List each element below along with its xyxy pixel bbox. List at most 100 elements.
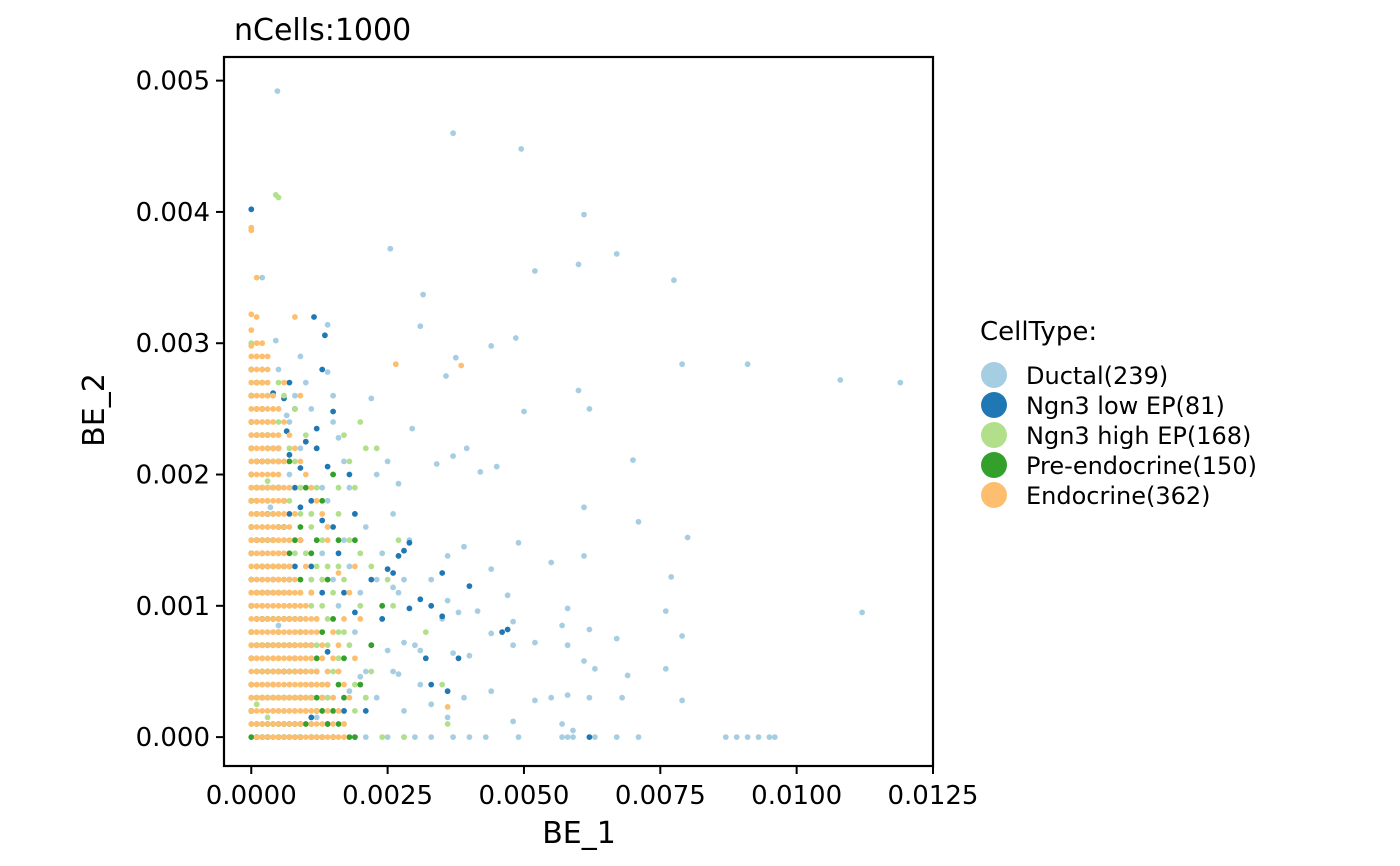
data-point — [352, 609, 358, 616]
data-point — [679, 361, 685, 368]
data-point — [286, 524, 293, 530]
y-tick-label: 0.004 — [136, 198, 210, 228]
data-point — [253, 550, 260, 557]
data-point — [272, 337, 279, 344]
data-point — [387, 245, 394, 252]
data-point — [324, 734, 331, 740]
data-point — [264, 642, 271, 649]
data-point — [308, 602, 315, 609]
legend: CellType: Ductal(239)Ngn3 low EP(81)Ngn3… — [980, 317, 1257, 510]
data-point — [259, 353, 266, 360]
data-point — [302, 642, 309, 649]
data-point — [264, 563, 271, 570]
data-point — [259, 694, 266, 701]
data-point — [395, 480, 402, 487]
data-point — [281, 537, 287, 544]
data-point — [275, 576, 282, 583]
data-point — [281, 392, 287, 399]
data-point — [275, 524, 282, 530]
data-point — [270, 734, 276, 740]
data-point — [439, 570, 446, 576]
data-point — [286, 484, 293, 491]
data-point — [488, 688, 495, 695]
data-point — [837, 377, 844, 383]
data-point — [248, 524, 255, 530]
data-point — [330, 392, 336, 399]
data-point — [395, 537, 402, 544]
data-point — [319, 708, 326, 714]
series-4 — [248, 224, 465, 740]
data-point — [302, 616, 309, 622]
data-point — [324, 524, 331, 530]
data-point — [297, 629, 304, 635]
data-point — [373, 445, 380, 452]
data-point — [308, 655, 315, 662]
data-point — [417, 323, 424, 330]
data-point — [286, 458, 293, 465]
data-point — [679, 697, 685, 704]
data-point — [444, 597, 451, 604]
data-point — [330, 471, 336, 478]
data-point — [248, 642, 255, 649]
data-point — [341, 458, 347, 465]
data-point — [313, 681, 320, 688]
data-point — [324, 321, 331, 328]
data-point — [744, 734, 751, 740]
data-point — [313, 708, 320, 714]
data-point — [341, 708, 347, 714]
data-point — [362, 524, 369, 530]
data-point — [275, 629, 282, 635]
data-point — [297, 392, 304, 399]
data-point — [335, 563, 342, 570]
data-point — [324, 721, 331, 727]
data-point — [302, 668, 309, 675]
data-point — [253, 353, 260, 360]
data-point — [248, 379, 255, 386]
data-point — [253, 366, 260, 373]
data-point — [275, 432, 282, 438]
data-point — [450, 453, 456, 459]
data-point — [330, 668, 336, 675]
data-point — [270, 432, 276, 438]
data-point — [564, 642, 571, 649]
data-point — [270, 629, 276, 635]
data-point — [286, 379, 293, 386]
data-point — [324, 648, 331, 655]
data-point — [335, 570, 342, 576]
data-point — [297, 353, 304, 360]
legend-label: Ngn3 high EP(168) — [1026, 422, 1251, 450]
data-point — [292, 694, 298, 701]
data-point — [308, 576, 315, 583]
data-point — [253, 629, 260, 635]
data-point — [466, 652, 473, 659]
data-point — [286, 694, 293, 701]
data-point — [859, 609, 865, 616]
data-point — [733, 734, 740, 740]
data-point — [477, 469, 484, 475]
data-point — [259, 274, 266, 281]
data-point — [281, 576, 287, 583]
data-point — [264, 602, 271, 609]
data-point — [292, 708, 298, 714]
data-point — [319, 642, 326, 649]
data-point — [297, 465, 304, 471]
data-point — [259, 497, 266, 504]
data-point — [297, 721, 304, 727]
data-point — [428, 576, 435, 583]
legend-swatch — [981, 482, 1007, 508]
data-point — [313, 425, 320, 432]
data-point — [518, 146, 525, 152]
data-point — [270, 445, 276, 452]
data-point — [357, 589, 364, 596]
data-point — [458, 362, 465, 369]
data-point — [335, 681, 342, 688]
data-point — [352, 537, 358, 544]
data-point — [379, 734, 386, 740]
data-point — [248, 681, 255, 688]
data-point — [259, 484, 266, 491]
data-point — [275, 721, 282, 727]
data-point — [270, 537, 276, 544]
data-point — [319, 681, 326, 688]
data-point — [275, 622, 282, 629]
data-point — [308, 563, 315, 570]
